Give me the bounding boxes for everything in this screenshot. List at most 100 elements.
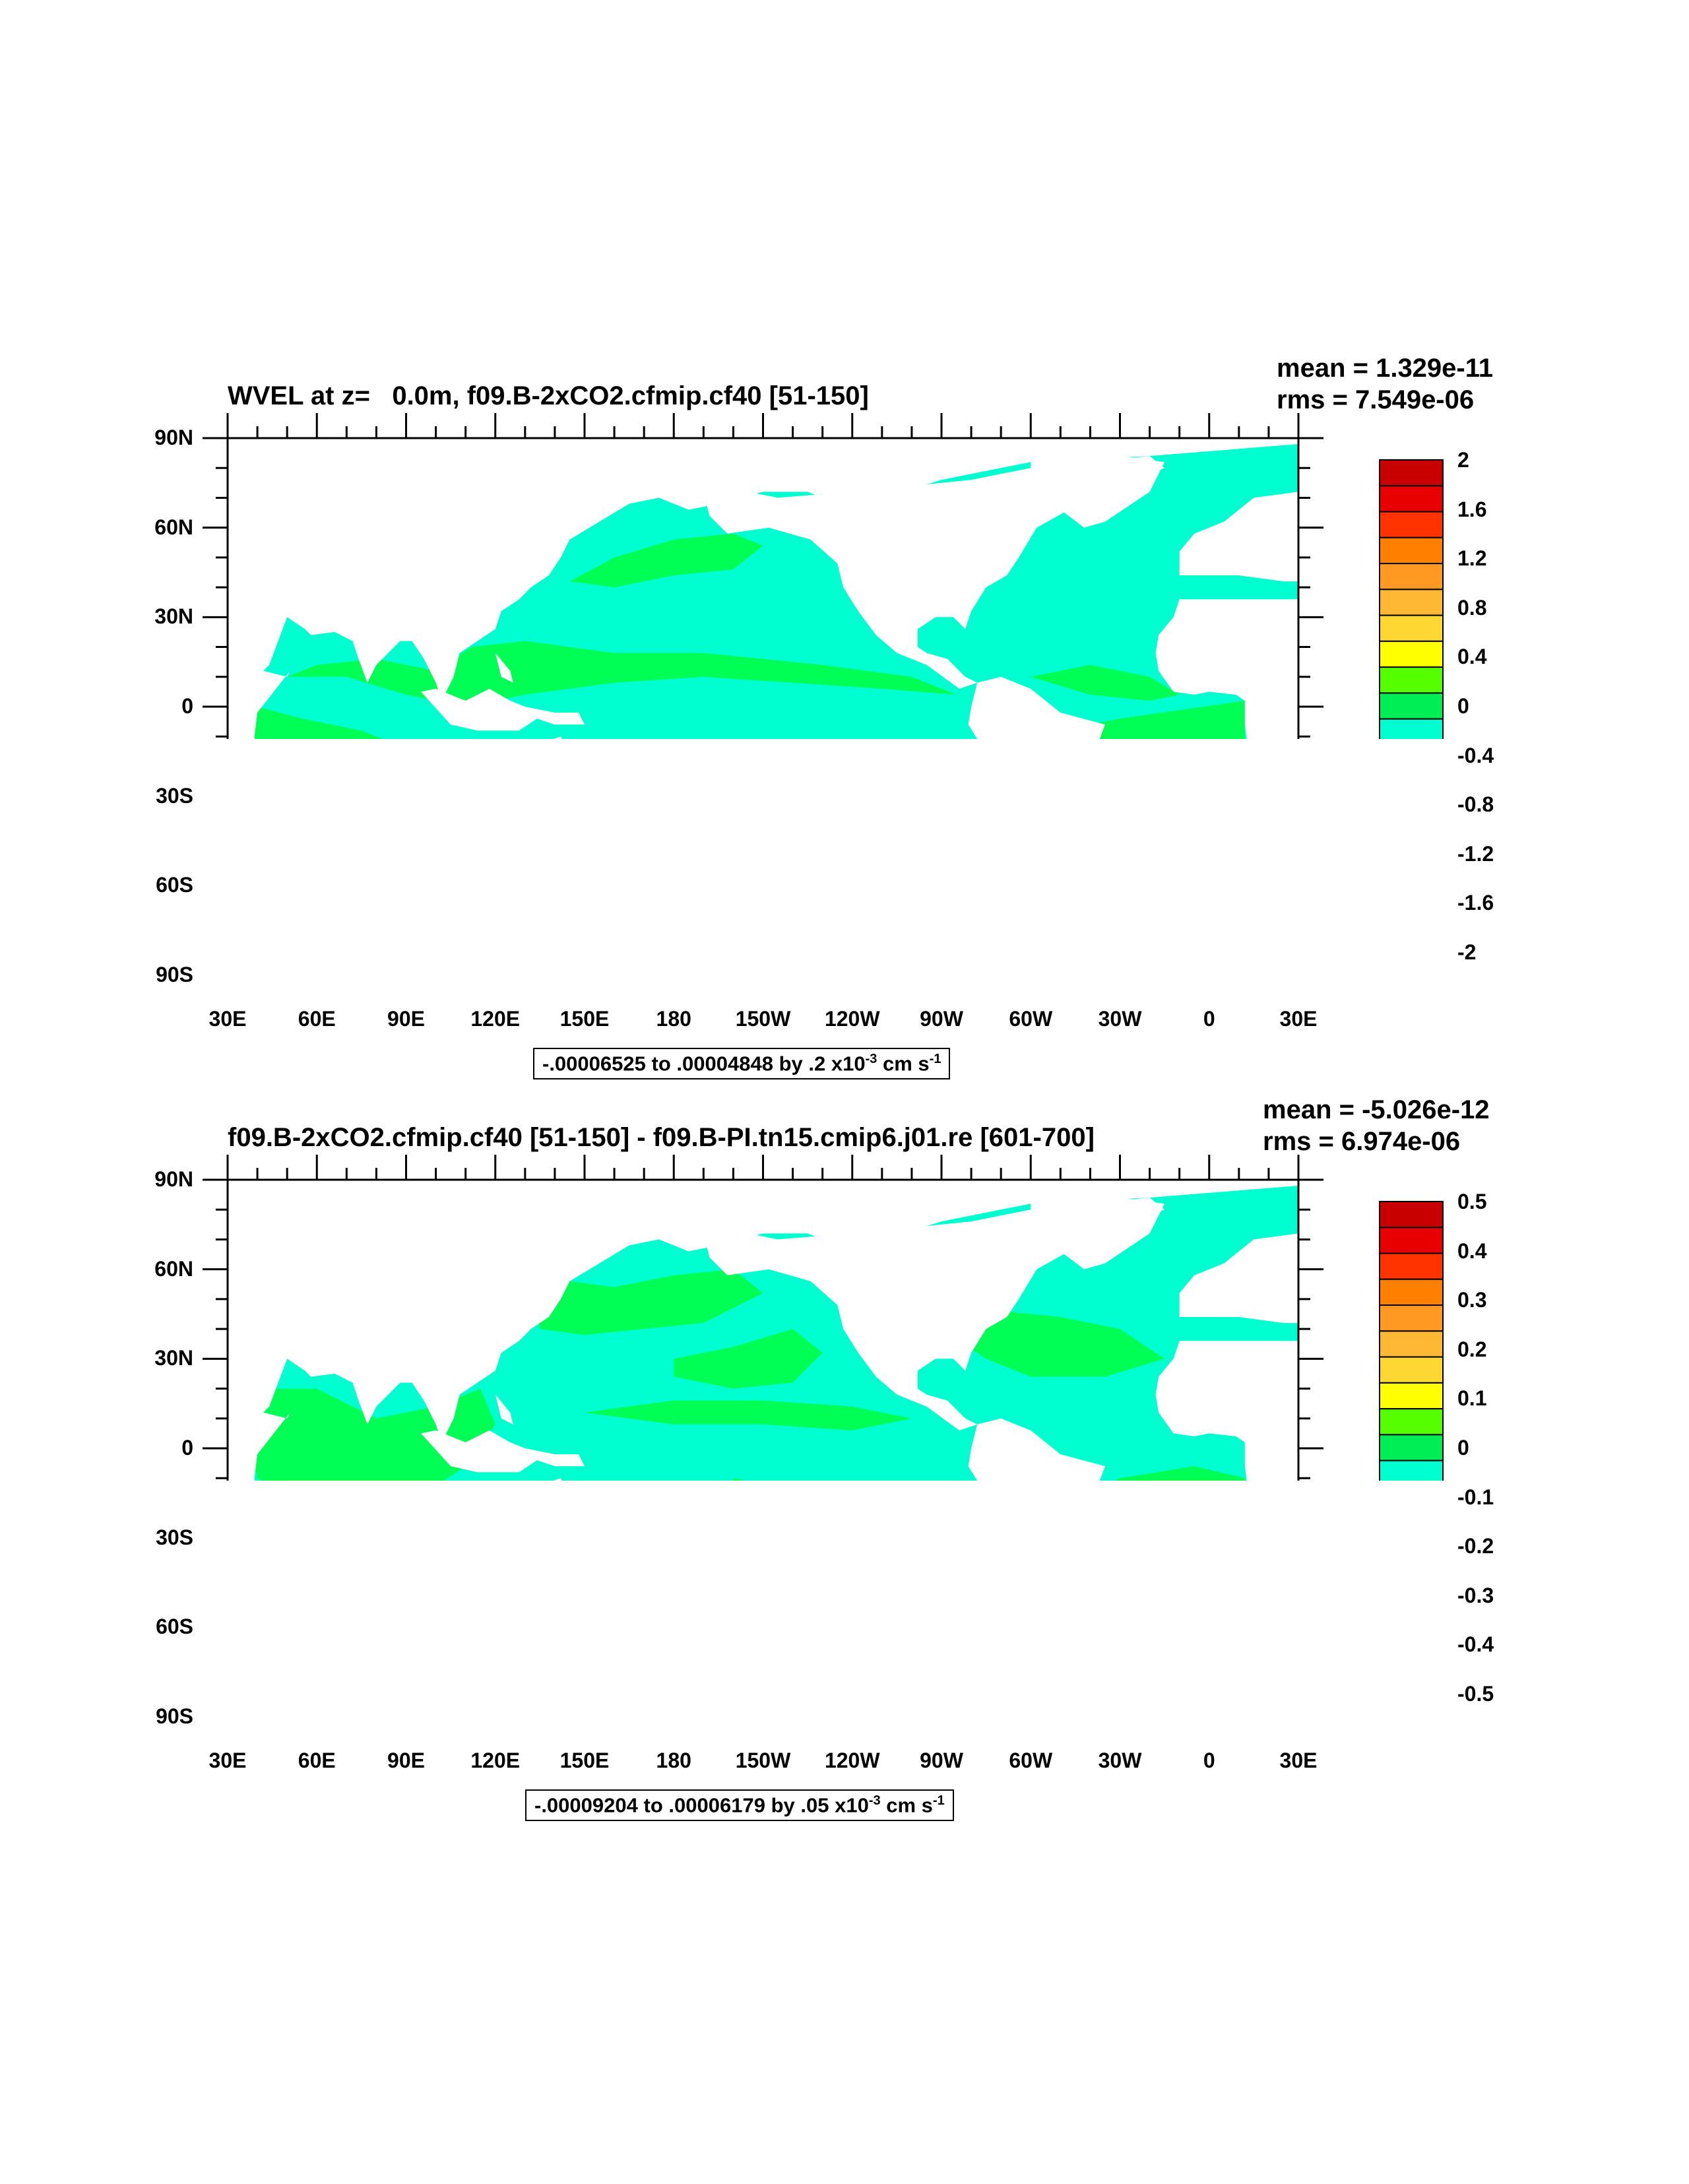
colorbar-box — [1379, 1382, 1444, 1410]
land-australia — [553, 736, 562, 739]
colorbar-box — [1379, 718, 1444, 739]
lat-label: 30S — [156, 1525, 193, 1549]
colorbar-label: 0.8 — [1457, 595, 1487, 620]
colorbar-label: 0.5 — [1457, 1190, 1487, 1213]
lon-label: 30E — [1279, 1007, 1318, 1031]
contour-exp: -3 — [868, 1793, 881, 1808]
contour-to: to — [643, 1793, 663, 1817]
lat-label: 30S — [156, 783, 193, 808]
contour-hi: .00004848 — [676, 1052, 773, 1076]
colorbar-box — [1379, 1201, 1444, 1229]
land-philippines-japan — [495, 653, 513, 683]
colorbar-label: -0.8 — [1457, 792, 1494, 817]
colorbar-label: -0.4 — [1457, 743, 1494, 767]
lon-label: 120E — [470, 1749, 521, 1772]
colorbar-label: -0.1 — [1457, 1485, 1494, 1509]
lon-label: 60E — [298, 1749, 336, 1772]
contour-info-box: -.00009204 to .00006179 by .05 x10-3 cm … — [525, 1789, 954, 1821]
colorbar-box — [1379, 614, 1444, 642]
rms-value: rms = 7.549e-06 — [1277, 385, 1475, 414]
green-region — [674, 1329, 823, 1389]
colorbar-label: -0.3 — [1457, 1583, 1494, 1607]
colorbar-label: 1.2 — [1457, 546, 1487, 571]
colorbar-label: -0.4 — [1457, 1632, 1494, 1657]
green-region — [941, 1311, 1165, 1377]
colorbar-label: 0.3 — [1457, 1288, 1487, 1312]
land-philippines-japan — [495, 1394, 513, 1425]
lat-label: 0 — [181, 1436, 193, 1460]
green-region — [585, 1400, 912, 1430]
lat-label: 90S — [156, 963, 193, 986]
contour-hi: .00006179 — [668, 1793, 765, 1817]
lon-label: 30W — [1098, 1007, 1142, 1031]
land-australia — [553, 1478, 562, 1481]
rms-value: rms = 6.974e-06 — [1263, 1127, 1461, 1156]
colorbar-label: -2 — [1457, 940, 1477, 964]
colorbar-box — [1379, 1278, 1444, 1306]
lat-label: 90N — [154, 426, 193, 449]
land-south-america — [968, 676, 1105, 739]
green-region — [287, 641, 957, 707]
colorbar-label: -1.2 — [1457, 841, 1494, 866]
lon-label: 90E — [387, 1007, 425, 1031]
land-north-america — [703, 1198, 1165, 1430]
colorbar-box — [1379, 1408, 1444, 1436]
mean-value: mean = -5.026e-12 — [1263, 1095, 1490, 1124]
land-europe — [1179, 1233, 1298, 1324]
land-greenland — [1031, 1198, 1165, 1269]
panel-title: f09.B-2xCO2.cfmip.cf40 [51-150] - f09.B-… — [228, 1123, 1095, 1152]
colorbar-label: 1.6 — [1457, 497, 1487, 521]
contour-units: cm s — [883, 1052, 930, 1076]
contour-info-box: -.00006525 to .00004848 by .2 x10-3 cm s… — [533, 1048, 951, 1079]
lon-label: 120W — [824, 1749, 880, 1772]
land-europe — [1179, 492, 1298, 582]
green-region — [1114, 1466, 1245, 1481]
lat-label: 0 — [181, 694, 193, 718]
contour-units: cm s — [886, 1793, 933, 1817]
colorbar-label: 0.2 — [1457, 1337, 1487, 1361]
colorbar-label: -0.2 — [1457, 1534, 1494, 1558]
lon-label: 30E — [1279, 1749, 1318, 1772]
land-africa-west — [1155, 599, 1298, 739]
contour-units-exp: -1 — [932, 1793, 945, 1808]
lon-label: 120W — [824, 1007, 880, 1031]
lat-label: 30N — [154, 1346, 193, 1370]
green-region — [733, 1478, 746, 1481]
lon-label: 60W — [1009, 1749, 1053, 1772]
contour-lo: -.00009204 — [534, 1793, 638, 1817]
lon-label: 180 — [656, 1749, 691, 1772]
colorbar-label: 0.4 — [1457, 1238, 1487, 1263]
contour-lo: -.00006525 — [542, 1052, 646, 1076]
land-south-america — [968, 1418, 1105, 1481]
colorbar-label: -0.5 — [1457, 1682, 1494, 1706]
colorbar-box — [1379, 1252, 1444, 1280]
land-north-america — [703, 456, 1165, 689]
lon-label: 180 — [656, 1007, 691, 1031]
colorbar-label: 0.1 — [1457, 1386, 1487, 1411]
map-plot — [203, 1155, 1444, 1481]
colorbar-box — [1379, 1356, 1444, 1384]
lon-label: 90W — [920, 1749, 963, 1772]
lon-label: 150W — [735, 1749, 791, 1772]
contour-step: .2 — [808, 1052, 826, 1076]
colorbar-label: 0 — [1457, 694, 1469, 718]
colorbar-box — [1379, 1434, 1444, 1461]
map-panel-2: f09.B-2xCO2.cfmip.cf40 [51-150] - f09.B-… — [0, 742, 1689, 1821]
map-panel-1: WVEL at z= 0.0m, f09.B-2xCO2.cfmip.cf40 … — [0, 0, 1689, 1079]
colorbar-box — [1379, 1227, 1444, 1254]
colorbar-label: 2 — [1457, 448, 1469, 472]
colorbar-box — [1379, 563, 1444, 591]
green-region — [1031, 664, 1180, 701]
lat-label: 60S — [156, 873, 193, 897]
land-indonesia — [421, 1430, 585, 1473]
land-africa-west — [1155, 1341, 1298, 1481]
land-greenland — [1031, 456, 1165, 528]
contour-x: x10 — [835, 1793, 869, 1817]
colorbar-box — [1379, 1304, 1444, 1332]
lon-label: 120E — [470, 1007, 521, 1031]
lon-label: 150E — [559, 1749, 610, 1772]
colorbar-label: 0.4 — [1457, 645, 1487, 669]
lon-label: 150E — [559, 1007, 610, 1031]
lon-label: 0 — [1203, 1007, 1215, 1031]
contour-x: x10 — [831, 1052, 866, 1076]
